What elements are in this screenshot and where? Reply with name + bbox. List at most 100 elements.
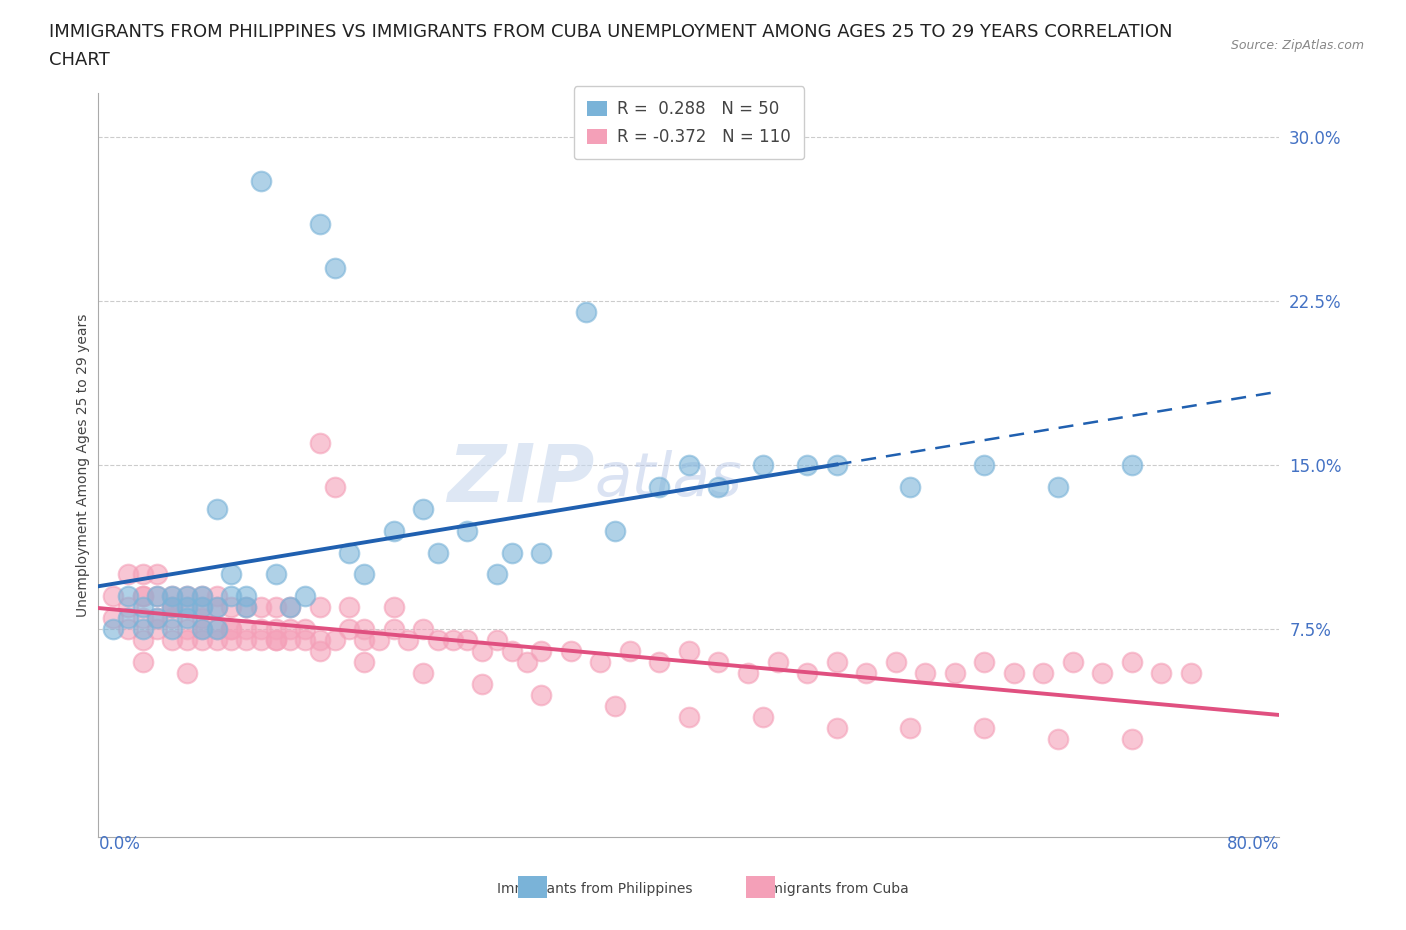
Point [191, 632, 214, 647]
Point [250, 632, 273, 647]
Point [103, 589, 125, 604]
Point [1121, 655, 1143, 670]
Point [707, 655, 730, 670]
Point [605, 698, 627, 713]
Point [132, 655, 155, 670]
Point [146, 611, 169, 626]
Point [501, 644, 523, 658]
Point [382, 600, 405, 615]
Point [678, 644, 700, 658]
Point [117, 611, 139, 626]
Text: IMMIGRANTS FROM PHILIPPINES VS IMMIGRANTS FROM CUBA UNEMPLOYMENT AMONG AGES 25 T: IMMIGRANTS FROM PHILIPPINES VS IMMIGRANT… [49, 23, 1173, 41]
Point [103, 611, 125, 626]
Point [353, 567, 375, 582]
Point [162, 600, 183, 615]
Point [427, 632, 450, 647]
Point [280, 600, 302, 615]
Point [205, 621, 228, 636]
Point [737, 666, 759, 681]
Point [973, 720, 995, 735]
Point [221, 632, 243, 647]
Point [353, 621, 375, 636]
Point [205, 589, 228, 604]
Point [457, 524, 479, 538]
Point [1121, 731, 1143, 746]
Text: atlas: atlas [595, 450, 742, 510]
Point [191, 589, 214, 604]
Point [1062, 655, 1084, 670]
Point [162, 589, 183, 604]
Point [264, 600, 287, 615]
Point [250, 600, 273, 615]
Point [132, 621, 155, 636]
Point [221, 621, 243, 636]
Point [1032, 666, 1054, 681]
Point [530, 545, 553, 560]
Point [103, 621, 125, 636]
Point [766, 655, 789, 670]
Point [162, 632, 183, 647]
Point [309, 644, 332, 658]
Point [427, 545, 450, 560]
Point [796, 666, 818, 681]
Point [323, 480, 346, 495]
Point [825, 458, 848, 472]
Point [117, 600, 139, 615]
Point [309, 435, 332, 450]
Point [264, 567, 287, 582]
Point [323, 632, 346, 647]
FancyBboxPatch shape [517, 876, 547, 898]
Point [280, 632, 302, 647]
Point [191, 589, 214, 604]
Y-axis label: Unemployment Among Ages 25 to 29 years: Unemployment Among Ages 25 to 29 years [76, 313, 90, 617]
Point [205, 600, 228, 615]
Point [825, 655, 848, 670]
Point [678, 458, 700, 472]
Point [412, 621, 434, 636]
Point [176, 589, 198, 604]
Point [205, 632, 228, 647]
Point [250, 621, 273, 636]
Point [235, 600, 257, 615]
Point [162, 600, 183, 615]
Point [176, 589, 198, 604]
Point [382, 524, 405, 538]
Point [486, 632, 509, 647]
Point [339, 545, 361, 560]
Point [132, 589, 155, 604]
Point [914, 666, 936, 681]
Point [825, 720, 848, 735]
Point [1180, 666, 1202, 681]
Point [530, 687, 553, 702]
Point [205, 600, 228, 615]
Point [162, 621, 183, 636]
Point [235, 600, 257, 615]
Point [605, 524, 627, 538]
Point [191, 611, 214, 626]
Point [516, 655, 538, 670]
Point [398, 632, 420, 647]
Point [146, 611, 169, 626]
Point [176, 611, 198, 626]
Point [1091, 666, 1114, 681]
Point [294, 589, 316, 604]
Point [191, 600, 214, 615]
Point [1150, 666, 1173, 681]
Text: Immigrants from Cuba: Immigrants from Cuba [752, 882, 910, 896]
Point [221, 600, 243, 615]
Legend: R =  0.288   N = 50, R = -0.372   N = 110: R = 0.288 N = 50, R = -0.372 N = 110 [574, 86, 804, 159]
Point [191, 600, 214, 615]
Point [205, 621, 228, 636]
Point [235, 621, 257, 636]
Point [205, 501, 228, 516]
Point [176, 621, 198, 636]
Point [280, 600, 302, 615]
Point [619, 644, 641, 658]
Text: ZIP: ZIP [447, 441, 595, 519]
Point [146, 589, 169, 604]
Point [294, 621, 316, 636]
Point [339, 600, 361, 615]
Point [235, 632, 257, 647]
Point [264, 632, 287, 647]
Point [796, 458, 818, 472]
